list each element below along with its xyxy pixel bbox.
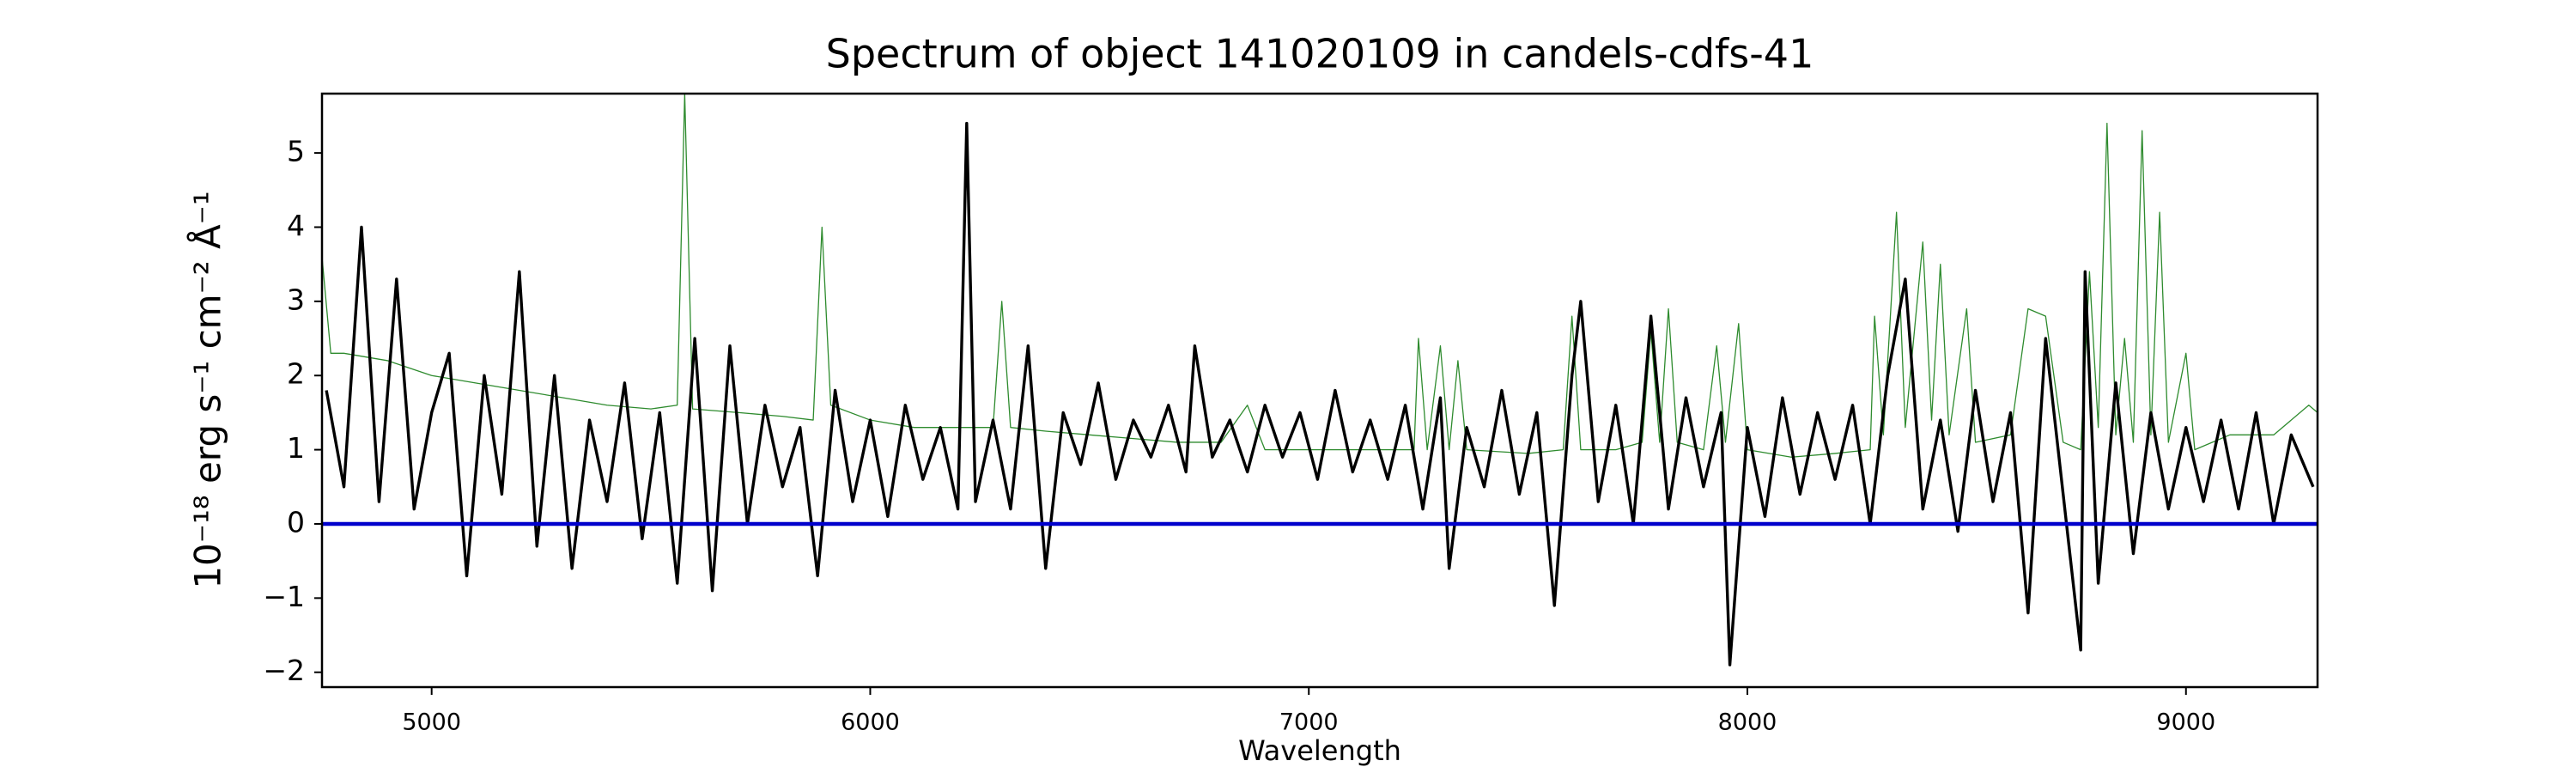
chart-title: Spectrum of object 141020109 in candels-…: [826, 31, 1814, 77]
plot-frame: [320, 92, 2319, 689]
y-tick-label: 4: [287, 209, 305, 242]
y-tick-label: 2: [287, 357, 305, 391]
y-axis-label: 10⁻¹⁸ erg s⁻¹ cm⁻² Å⁻¹: [186, 191, 229, 588]
series-line: [325, 121, 2315, 666]
y-tick-label: −2: [263, 654, 305, 687]
y-tick-label: 3: [287, 283, 305, 316]
x-axis-label: Wavelength: [1238, 734, 1401, 767]
y-tick-label: 5: [287, 135, 305, 168]
x-tick-label: 6000: [841, 709, 900, 736]
plot-area: [322, 94, 2318, 666]
y-tick-label: −1: [263, 580, 305, 613]
x-tick-label: 5000: [402, 709, 461, 736]
x-tick-label: 9000: [2156, 709, 2215, 736]
series-line: [322, 94, 2318, 458]
x-tick-label: 8000: [1718, 709, 1777, 736]
y-tick-label: 1: [287, 431, 305, 465]
x-tick-label: 7000: [1279, 709, 1339, 736]
y-tick-label: 0: [287, 505, 305, 539]
